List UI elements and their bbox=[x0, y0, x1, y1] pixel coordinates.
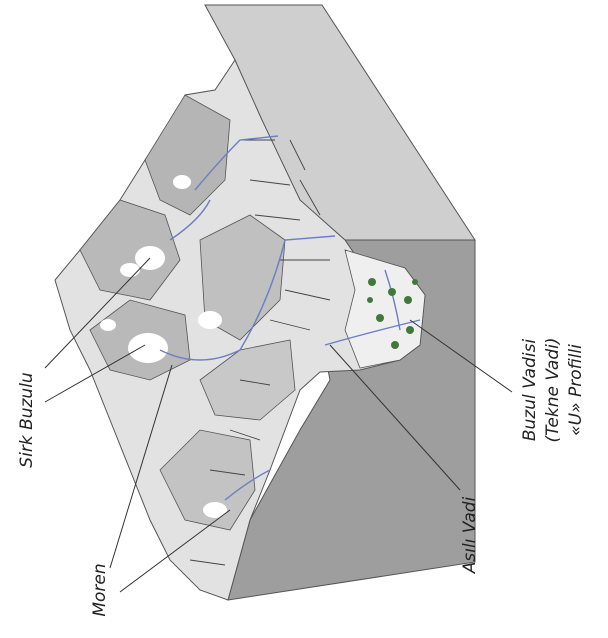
glacial-valley-label: (Tekne Vadi) bbox=[543, 338, 563, 443]
glacial-valley-label: «U» Profilli bbox=[566, 344, 586, 436]
glacial-valley-label: Buzul Vadisi bbox=[520, 339, 540, 442]
cirque-glacier-label: Sirk Buzulu bbox=[17, 372, 37, 468]
landscape bbox=[55, 5, 475, 600]
moraine-label: Moren bbox=[90, 563, 110, 616]
glacial-landscape-diagram: Sirk Buzulu Moren Asılı Vadi Buzul Vadis… bbox=[0, 0, 608, 638]
hanging-valley-label: Asılı Vadi bbox=[460, 496, 480, 574]
